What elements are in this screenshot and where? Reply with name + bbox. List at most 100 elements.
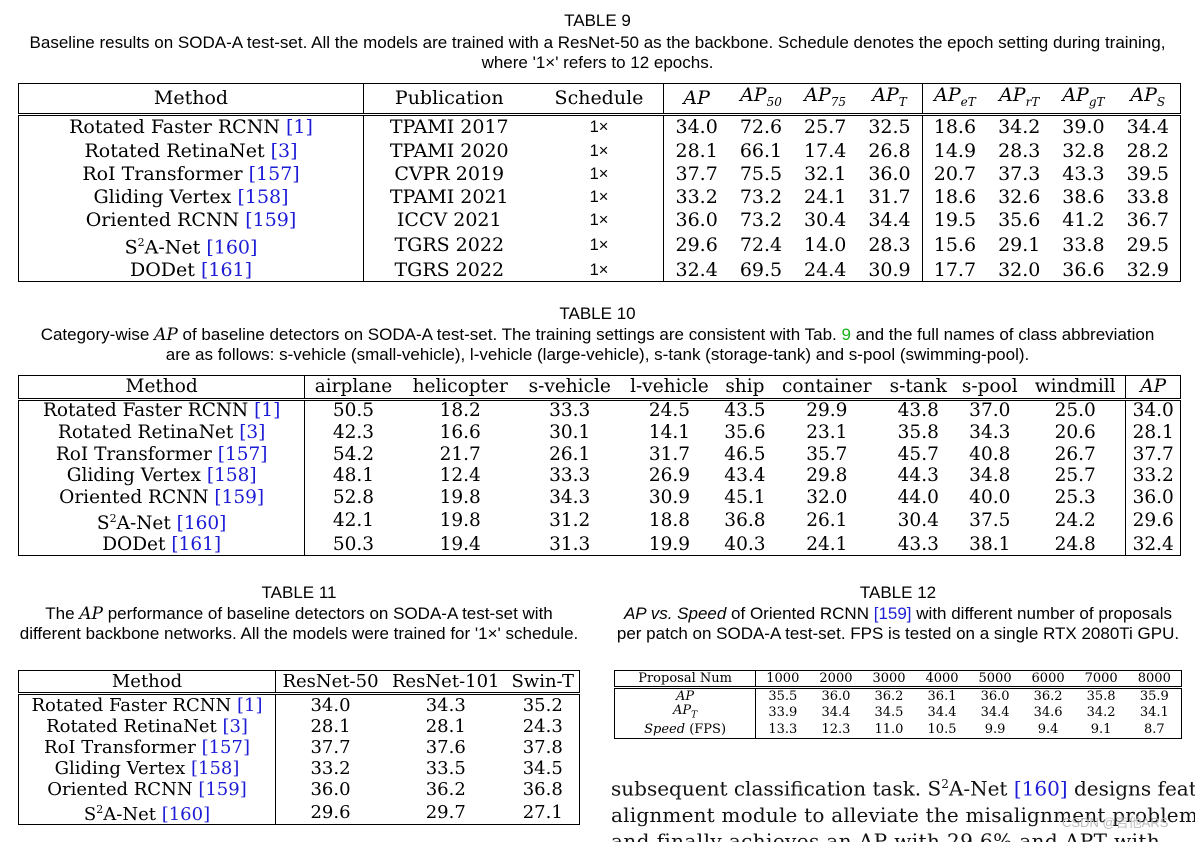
t10-col-7: s-tank [889,375,947,397]
body-line-1: subsequent classification task. S2A-Net … [611,771,1195,802]
method-ref[interactable]: [159] [214,486,265,508]
value-cell: 18.8 [648,510,691,532]
table10-caption: Category-wise AP of baseline detectors o… [40,325,1155,365]
body-text: subsequent classification task. S2A-Net … [611,771,1195,842]
t10-col-5: ship [725,375,765,397]
method-ref[interactable]: [157] [248,162,300,185]
method-ref[interactable]: [3] [270,139,298,162]
value-cell: 37.7 [310,737,351,758]
method-sup: 2 [109,511,117,525]
value-cell: 28.1 [425,716,466,737]
t10-col-4: l-vehicle [630,375,709,397]
value-cell: 36.0 [857,162,923,186]
method-ref[interactable]: [3] [239,421,266,443]
value-cell: 35.5 [768,688,798,704]
value-cell: 34.4 [857,208,923,232]
value-cell: 66.1 [739,139,783,162]
schedule-cell: 1× [534,162,665,186]
body-line1-ref[interactable]: [160] [1013,776,1068,801]
value-cell: 46.5 [724,443,766,465]
value-cell: 9.4 [1037,722,1059,738]
value-cell: 33.2 [1132,465,1174,487]
method-name: Rotated RetinaNet [46,716,217,737]
t12-col-proposal: 6000 [1031,670,1065,686]
method-ref[interactable]: [157] [217,443,268,465]
method-cell: Oriented RCNN [159] [18,779,276,800]
value-cell: 34.1 [1139,705,1169,721]
t12-caption-ref[interactable]: [159] [873,604,912,623]
t11-caption-b: performance of baseline detectors on SOD… [19,604,579,644]
t9-col-aprt: APrT [999,84,1040,109]
value-cell: 50.3 [332,533,375,555]
row-label-cell: AP [614,687,757,704]
method-cell: Oriented RCNN [159] [18,486,306,509]
table-row: Oriented RCNN [159] 52.8 19.8 34.3 30.9 45.1 3… [18,486,1181,509]
value-cell: 44.3 [897,465,939,487]
value-cell: 45.7 [897,443,939,465]
method-ref[interactable]: [161] [200,258,253,281]
t12-col-proposal: 1000 [766,670,800,686]
method-ref[interactable]: [3] [222,716,248,737]
method-ref[interactable]: [159] [245,209,297,232]
t10-caption-tabref[interactable]: 9 [841,325,851,344]
method-ref[interactable]: [1] [286,116,313,139]
t11-col-2: ResNet-101 [391,671,500,692]
value-cell: 19.8 [439,510,481,532]
method-rest: A-Net [103,804,156,825]
method-rest: A-Net [116,512,171,534]
method-cell: RoI Transformer [157] [18,162,365,186]
value-cell: 35.9 [1139,688,1169,704]
t11-col-1: ResNet-50 [282,671,379,692]
value-cell: 34.4 [1126,116,1169,139]
method-ref[interactable]: [1] [254,400,281,422]
value-cell: 35.7 [806,443,848,465]
value-cell: 10.5 [927,722,957,738]
table-row: Rotated Faster RCNN [1] 34.0 34.3 35.2 [18,693,580,716]
value-cell: 33.2 [310,758,351,779]
table9: Method Publication Schedule AP AP50 AP75… [18,83,1181,283]
value-cell: 8.7 [1143,722,1165,738]
t10-col-0: Method [18,375,306,400]
value-cell: 9.1 [1090,722,1112,738]
method-cell: Gliding Vertex [158] [18,185,365,209]
value-cell: 32.4 [675,258,718,281]
row-label-cell: APT [614,704,757,723]
table-row: Rotated Faster RCNN [1] 50.5 18.2 33.3 24.5 4… [18,399,1181,423]
value-cell: 36.6 [1062,258,1105,281]
table-row: AP 35.5 36.0 36.2 36.1 36.0 36.2 35.8 35.9 [614,687,1182,704]
method-ref[interactable]: [158] [237,185,289,208]
table-row: S2A-Net [160] TGRS 2022 1× 29.6 72.4 14.0 28.3… [18,231,1181,259]
method-cell: Gliding Vertex [158] [18,758,276,779]
t10-col-6: container [782,375,872,397]
t10-caption-b: of baseline detectors on SODA-A test-set… [182,325,837,344]
value-cell: 34.0 [1132,400,1174,422]
publication-cell: TPAMI 2017 [389,116,509,139]
value-cell: 16.6 [439,421,481,443]
value-cell: 24.3 [522,716,563,737]
value-cell: 34.0 [675,116,718,139]
method-ref[interactable]: [158] [206,465,257,487]
value-cell: 36.2 [1033,688,1063,704]
method-cell: Oriented RCNN [159] [18,208,365,232]
value-cell: 34.4 [980,705,1010,721]
method-ref[interactable]: [1] [237,695,263,716]
publication-cell: TPAMI 2021 [389,185,509,208]
method-ref[interactable]: [157] [201,737,250,758]
value-cell: 26.9 [648,465,691,487]
t9-col-apet: APeT [934,84,976,109]
method-ref[interactable]: [160] [161,804,211,825]
method-ref[interactable]: [158] [190,758,240,779]
method-ref[interactable]: [160] [176,512,227,534]
value-cell: 12.4 [439,465,481,487]
method-ref[interactable]: [160] [206,236,258,259]
method-ref[interactable]: [159] [198,779,247,800]
method-ref[interactable]: [161] [171,533,222,555]
value-cell: 34.2 [998,116,1041,139]
t12-col-proposal: 8000 [1137,670,1171,686]
value-cell: 30.4 [897,510,939,532]
table-row: Oriented RCNN [159] ICCV 2021 1× 36.0 73.2 30… [18,208,1181,232]
publication-cell: TPAMI 2020 [389,139,509,162]
method-cell: RoI Transformer [157] [18,443,306,466]
value-cell: 29.7 [425,801,466,823]
value-cell: 28.3 [998,139,1041,162]
